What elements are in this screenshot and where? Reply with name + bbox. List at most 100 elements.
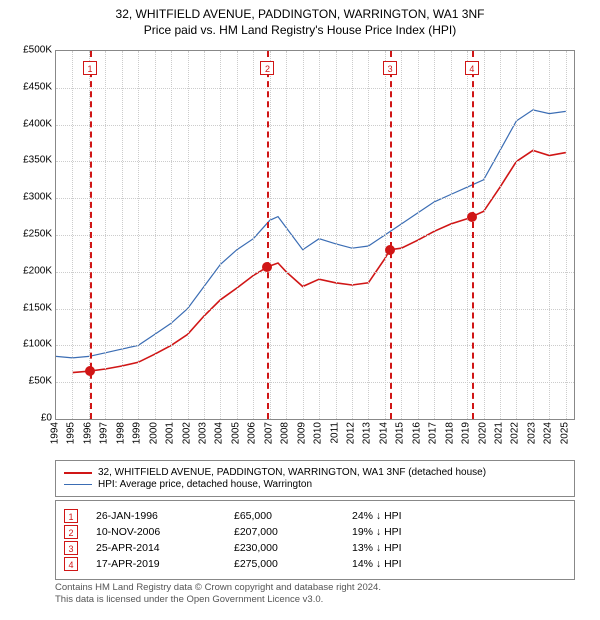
x-tick-label: 1994 (50, 422, 61, 444)
x-tick-label: 2001 (165, 422, 176, 444)
gridline-v (401, 51, 402, 419)
gridline-v (204, 51, 205, 419)
x-tick-label: 2006 (247, 422, 258, 444)
sales-table: 1 26-JAN-1996 £65,000 24% ↓ HPI 2 10-NOV… (55, 500, 575, 580)
gridline-v (253, 51, 254, 419)
x-tick-label: 2008 (280, 422, 291, 444)
x-tick-label: 2020 (477, 422, 488, 444)
x-tick-label: 2011 (329, 422, 340, 444)
legend-label: 32, WHITFIELD AVENUE, PADDINGTON, WARRIN… (98, 467, 486, 478)
footer-attribution: Contains HM Land Registry data © Crown c… (55, 582, 575, 607)
gridline-v (418, 51, 419, 419)
table-row: 2 10-NOV-2006 £207,000 19% ↓ HPI (64, 525, 566, 539)
footer-line-1: Contains HM Land Registry data © Crown c… (55, 582, 575, 594)
gridline-v (319, 51, 320, 419)
y-tick-label: £350K (2, 155, 52, 166)
y-tick-label: £0 (2, 413, 52, 424)
gridline-v (270, 51, 271, 419)
gridline-v (368, 51, 369, 419)
gridline-v (566, 51, 567, 419)
sale-date: 26-JAN-1996 (96, 510, 216, 522)
gridline-v (549, 51, 550, 419)
y-tick-label: £400K (2, 118, 52, 129)
marker-dot (262, 262, 272, 272)
sale-price: £230,000 (234, 542, 334, 554)
table-row: 1 26-JAN-1996 £65,000 24% ↓ HPI (64, 509, 566, 523)
legend-item: HPI: Average price, detached house, Warr… (64, 479, 566, 490)
marker-number-box: 1 (83, 61, 97, 75)
x-tick-label: 1995 (66, 422, 77, 444)
x-tick-label: 2025 (559, 422, 570, 444)
y-tick-label: £300K (2, 192, 52, 203)
marker-number-box: 2 (260, 61, 274, 75)
marker-line (90, 51, 92, 419)
y-tick-label: £150K (2, 302, 52, 313)
sale-diff: 14% ↓ HPI (352, 558, 566, 570)
gridline-v (467, 51, 468, 419)
x-tick-label: 2017 (428, 422, 439, 444)
gridline-h (56, 235, 574, 236)
gridline-v (303, 51, 304, 419)
table-row: 4 17-APR-2019 £275,000 14% ↓ HPI (64, 557, 566, 571)
legend-item: 32, WHITFIELD AVENUE, PADDINGTON, WARRIN… (64, 467, 566, 478)
marker-number-box: 4 (465, 61, 479, 75)
gridline-h (56, 161, 574, 162)
x-tick-label: 1997 (99, 422, 110, 444)
x-tick-label: 2000 (148, 422, 159, 444)
gridline-v (105, 51, 106, 419)
footer-line-2: This data is licensed under the Open Gov… (55, 594, 575, 606)
chart-container: { "title_line1": "32, WHITFIELD AVENUE, … (0, 0, 600, 620)
x-tick-label: 2015 (395, 422, 406, 444)
table-row: 3 25-APR-2014 £230,000 13% ↓ HPI (64, 541, 566, 555)
x-tick-label: 2012 (346, 422, 357, 444)
x-tick-label: 2021 (494, 422, 505, 444)
x-tick-label: 2013 (362, 422, 373, 444)
title-line-2: Price paid vs. HM Land Registry's House … (0, 22, 600, 38)
sale-price: £275,000 (234, 558, 334, 570)
y-tick-label: £500K (2, 45, 52, 56)
gridline-h (56, 382, 574, 383)
x-tick-label: 2007 (263, 422, 274, 444)
x-tick-label: 2016 (411, 422, 422, 444)
gridline-h (56, 88, 574, 89)
gridline-v (352, 51, 353, 419)
sale-diff: 24% ↓ HPI (352, 510, 566, 522)
marker-dot (467, 212, 477, 222)
sale-marker-box: 3 (64, 541, 78, 555)
title-line-1: 32, WHITFIELD AVENUE, PADDINGTON, WARRIN… (0, 6, 600, 22)
sale-marker-box: 4 (64, 557, 78, 571)
x-tick-label: 2009 (296, 422, 307, 444)
gridline-v (336, 51, 337, 419)
gridline-v (138, 51, 139, 419)
gridline-v (220, 51, 221, 419)
sale-price: £65,000 (234, 510, 334, 522)
sale-diff: 13% ↓ HPI (352, 542, 566, 554)
sale-date: 10-NOV-2006 (96, 526, 216, 538)
sale-marker-box: 2 (64, 525, 78, 539)
gridline-h (56, 309, 574, 310)
legend-label: HPI: Average price, detached house, Warr… (98, 479, 312, 490)
x-tick-label: 2022 (510, 422, 521, 444)
x-tick-label: 2010 (313, 422, 324, 444)
gridline-v (286, 51, 287, 419)
gridline-v (237, 51, 238, 419)
gridline-h (56, 125, 574, 126)
marker-dot (385, 245, 395, 255)
gridline-v (434, 51, 435, 419)
y-tick-label: £50K (2, 376, 52, 387)
x-tick-label: 2002 (181, 422, 192, 444)
y-tick-label: £250K (2, 229, 52, 240)
marker-dot (85, 366, 95, 376)
gridline-v (484, 51, 485, 419)
gridline-v (72, 51, 73, 419)
marker-line (390, 51, 392, 419)
x-tick-label: 2024 (543, 422, 554, 444)
gridline-h (56, 272, 574, 273)
y-tick-label: £100K (2, 339, 52, 350)
gridline-h (56, 198, 574, 199)
gridline-v (188, 51, 189, 419)
chart-title: 32, WHITFIELD AVENUE, PADDINGTON, WARRIN… (0, 0, 600, 38)
legend-swatch (64, 472, 92, 474)
sale-date: 25-APR-2014 (96, 542, 216, 554)
plot-area: 1234 (55, 50, 575, 420)
